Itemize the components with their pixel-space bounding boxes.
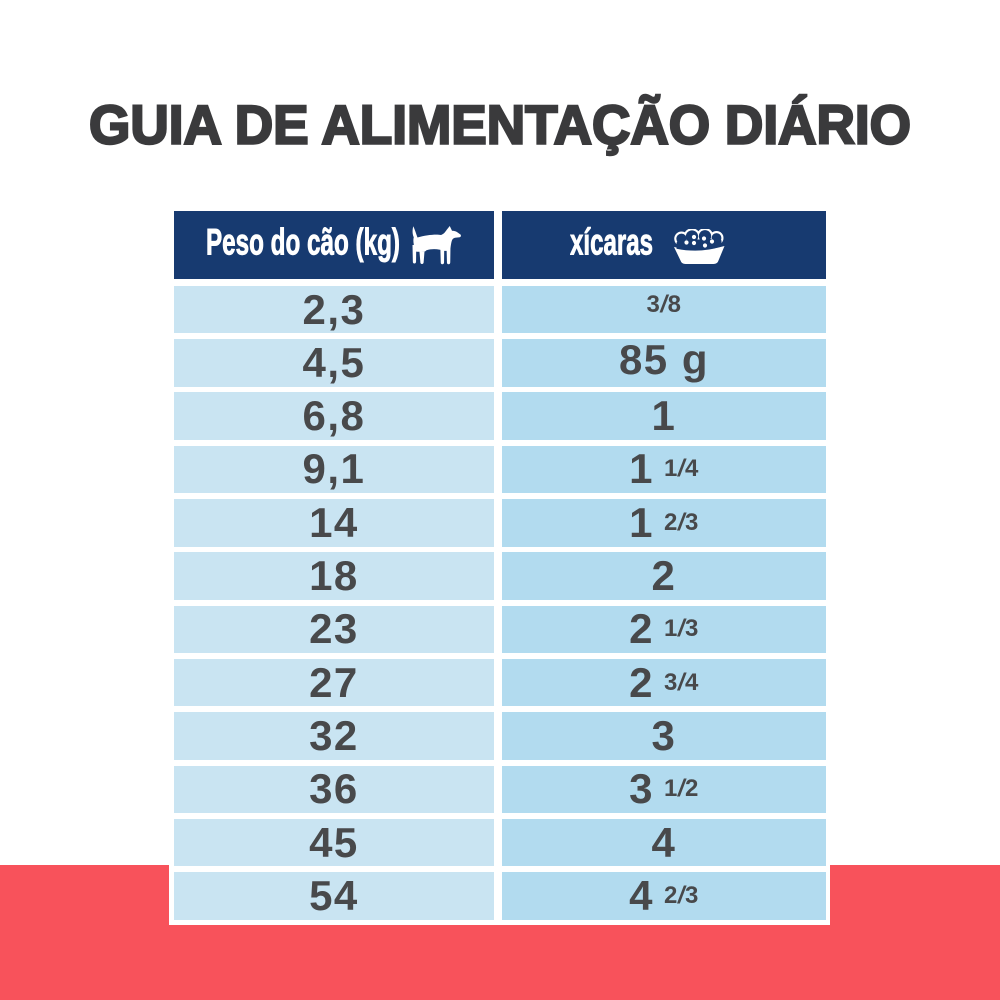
svg-text:Peso do cão (kg): Peso do cão (kg) [206, 222, 400, 263]
svg-text:xícaras: xícaras [570, 222, 653, 263]
svg-text:GUIA DE ALIMENTAÇÃO DIÁRIO: GUIA DE ALIMENTAÇÃO DIÁRIO [89, 94, 911, 156]
